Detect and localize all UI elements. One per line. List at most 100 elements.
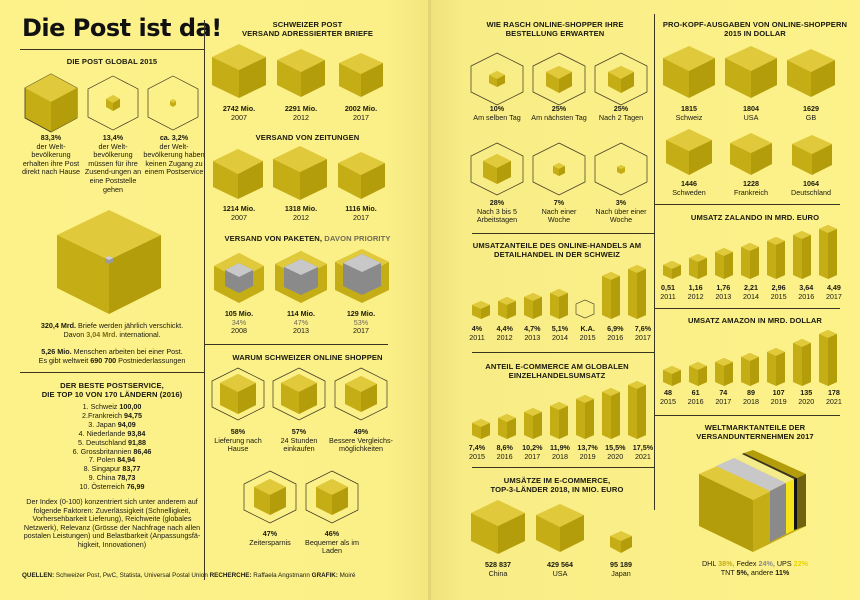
divider	[472, 467, 654, 468]
divider	[20, 372, 204, 373]
cube-icon	[57, 210, 161, 314]
zalando-bars	[661, 225, 841, 283]
staff-stat: 5,26 Mio. Menschen arbeiten bei einer Po…	[38, 347, 186, 365]
delivery-2-days: 25% Nach 2 Tagen	[598, 104, 644, 122]
stat-label: 13,4% der Welt-bevölkerung müssen für ihr…	[84, 133, 142, 194]
hexagon-cube-icon	[334, 367, 388, 421]
parcel-hex-2017	[334, 248, 390, 304]
hexagon-cube-icon	[532, 142, 586, 196]
cube-newspapers-2007	[212, 148, 264, 200]
ranking-list: 1. Schweiz 100,00 2.Frankreich 94,75 3. …	[20, 402, 204, 492]
bar-label: 2,21 2014	[742, 283, 759, 301]
cube-icon	[666, 129, 712, 175]
stat-label: ca. 3,2% der Welt-bevölkerung haben keine…	[143, 133, 205, 177]
parcels-2008: 105 Mio. 34% 2008	[224, 309, 254, 336]
bar-label: 0,51 2011	[660, 283, 676, 301]
ranking-item: 6. Grossbritannien 86,46	[72, 446, 152, 456]
why-hex-24h	[272, 367, 326, 421]
bar-label: 1,76 2013	[715, 283, 732, 301]
ch-online-heading: Umsatzanteile des Online-Handels am Detai…	[472, 241, 642, 259]
parcels-2017: 129 Mio. 53% 2017	[346, 309, 376, 336]
cube-icon	[536, 504, 584, 552]
hexagon-cube-icon	[211, 367, 265, 421]
amazon-heading: Umsatz Amazon in Mrd. Dollar	[688, 316, 822, 325]
stat-no-access	[142, 72, 204, 134]
delivery-over-week: 3% Nach über einer Woche	[595, 198, 647, 225]
global-ecommerce-bars	[470, 380, 650, 440]
why-convenient: 46% Bequemer als im Laden	[305, 529, 359, 556]
why-compare: 49% Bessere Vergleichs-möglichkeiten	[329, 427, 393, 454]
delivery-hex-3-5-days	[470, 142, 524, 196]
bar-label: 135 2020	[798, 388, 815, 406]
bar-label: 13,7% 2019	[577, 443, 598, 461]
cube-icon	[471, 500, 525, 554]
bar-label: 4% 2011	[469, 324, 485, 342]
market-share-heading: Weltmarktanteile der Versandunternehmen 2…	[696, 423, 814, 441]
sources-credit: QUELLEN: Schweizer Post, PwC, Statista, …	[22, 572, 356, 579]
hexagon-cube-icon	[214, 253, 264, 303]
delivery-hex-1-week	[532, 142, 586, 196]
bar-label: 3,64 2016	[798, 283, 815, 301]
ranking-item: 10. Österreich 76,99	[79, 482, 145, 492]
ranking-item: 3. Japan 94,09	[88, 419, 136, 429]
hexagon-cube-icon	[272, 367, 326, 421]
stat-post-office	[82, 72, 144, 134]
hexagon-cube-icon	[335, 249, 389, 303]
newspapers-heading: Versand von Zeitungen	[255, 133, 360, 142]
divider	[655, 308, 840, 309]
percapita-gb: 1629 GB	[803, 104, 819, 122]
bar-label: K.A. 2015	[579, 324, 596, 342]
cube-icon	[277, 49, 325, 97]
per-capita-heading: Pro-Kopf-Ausgaben von Online-Shoppern 201…	[662, 20, 848, 38]
cube-usa-percapita	[724, 45, 778, 99]
hexagon-cube-icon	[243, 470, 297, 524]
bar-label: 7,6% 2017	[634, 324, 652, 342]
cube-usa	[535, 503, 585, 553]
delivery-next-day: 25% Am nächsten Tag	[531, 104, 587, 122]
top3-heading: Umsätze im E-Commerce, Top-3-Länder 2018,…	[490, 476, 624, 494]
cube-icon	[212, 44, 266, 98]
parcels-heading: Versand von Paketen, davon Priority	[224, 234, 391, 243]
delivery-hex-next-day	[532, 52, 586, 106]
ranking-item: 9. China 78,73	[88, 473, 136, 483]
divider	[472, 352, 654, 353]
why-hex-convenient	[305, 470, 359, 524]
cube-icon	[792, 135, 832, 175]
cube-icon	[663, 46, 715, 98]
global-ecommerce-labels: 7,4% 2015 8,6% 2016 10,2% 2017 11,9% 2018 13…	[464, 443, 656, 461]
percapita-usa: 1804 USA	[743, 104, 759, 122]
market-share-legend: DHL 38%, Fedex 24%, UPS 22% TNT 5%, ande…	[701, 559, 809, 577]
newspapers-2012: 1318 Mio. 2012	[284, 204, 318, 222]
delivery-1-week: 7% Nach einer Woche	[541, 198, 577, 225]
hexagon-cube-icon	[594, 52, 648, 106]
ranking-item: 4. Niederlande 93,84	[78, 428, 146, 438]
global-ecommerce-heading: Anteil E-Commerce am globalen Einzelhande…	[485, 362, 629, 380]
parcel-hex-2013	[274, 250, 328, 304]
cube-china	[470, 499, 526, 555]
cube-letters-2017	[338, 52, 384, 98]
large-letters-cube	[54, 208, 164, 316]
cube-gb	[786, 48, 836, 98]
amazon-labels: 48 2015 61 2016 74 2017 89 2018 107 2019 135 2…	[655, 388, 847, 406]
market-share-box	[698, 448, 808, 554]
ranking-item: 8. Singapur 83,77	[83, 464, 141, 474]
bar-label: 48 2015	[660, 388, 676, 406]
delivery-hex-2-days	[594, 52, 648, 106]
hexagon-cube-icon	[470, 52, 524, 106]
ranking-item: 2.Frankreich 94,75	[82, 410, 142, 420]
bar-label: 61 2016	[687, 388, 704, 406]
percapita-deutschland: 1064 Deutschland	[791, 179, 831, 197]
delivery-hex-same-day	[470, 52, 524, 106]
bar-label: 17,5% 2021	[632, 443, 654, 461]
ch-online-labels: 4% 2011 4,4% 2012 4,7% 2013 5,1% 2014 K.A. 20…	[464, 324, 656, 342]
cube-icon	[273, 146, 327, 200]
letters-stat: 320,4 Mrd. Briefe werden jährlich versch…	[40, 321, 184, 339]
cube-japan	[609, 530, 633, 554]
index-note: Der Index (0-100) konzentriert sich unte…	[23, 497, 201, 549]
letters-2017: 2002 Mio. 2017	[344, 104, 378, 122]
why-24h: 57% 24 Stunden einkaufen	[280, 427, 318, 454]
ch-online-bars	[470, 260, 650, 320]
newspapers-2017: 1116 Mio. 2017	[345, 204, 377, 222]
percapita-schweiz: 1815 Schweiz	[675, 104, 703, 122]
hexagon-cube-icon	[594, 142, 648, 196]
